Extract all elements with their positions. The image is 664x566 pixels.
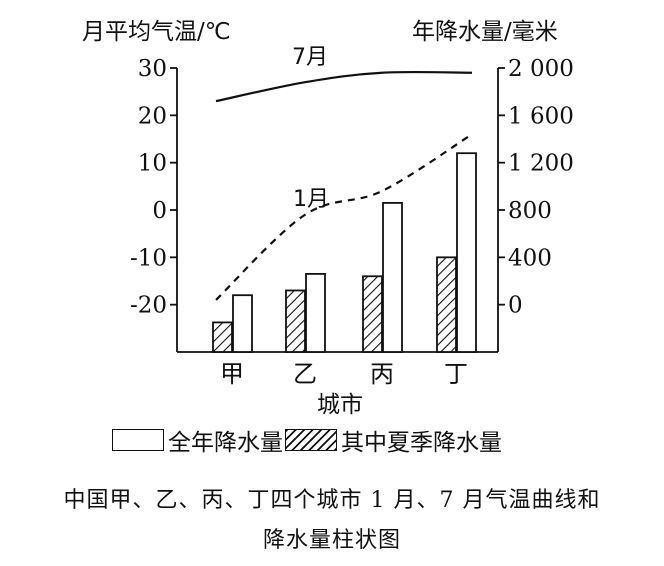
left-tick-label: 20 [138, 103, 167, 129]
right-tick-label: 400 [508, 245, 552, 271]
left-tick-label: 0 [152, 198, 167, 224]
legend-swatch-total [112, 429, 164, 451]
right-tick-label: 1 200 [508, 151, 574, 177]
bar-total-precip [305, 272, 326, 353]
line-jan-temperature [215, 133, 473, 301]
left-tick-label: 30 [138, 56, 167, 82]
left-tick-label: -10 [130, 245, 167, 271]
caption-line-2: 降水量柱状图 [262, 528, 401, 553]
right-tick-label: 800 [508, 198, 552, 224]
bar-summer-precip [362, 275, 383, 353]
x-axis-title: 城市 [317, 392, 363, 418]
bar-total-precip [382, 201, 403, 353]
left-axis-title: 月平均气温/℃ [82, 19, 231, 45]
legend-label-total: 全年降水量 [168, 430, 283, 456]
right-axis-title: 年降水量/毫米 [412, 19, 558, 45]
line-label-jan: 1月 [293, 187, 329, 212]
legend-swatch-summer [285, 429, 337, 451]
bar-summer-precip [212, 321, 233, 353]
x-tick-label: 丁 [444, 360, 468, 388]
legend-label-summer: 其中夏季降水量 [341, 430, 502, 456]
bar-summer-precip [285, 289, 306, 353]
right-tick-label: 0 [508, 293, 523, 319]
right-tick-label: 2 000 [508, 56, 574, 82]
bar-total-precip [232, 294, 253, 353]
x-tick-label: 乙 [293, 360, 317, 388]
bar-total-precip [456, 152, 477, 353]
x-tick-label: 甲 [220, 360, 244, 388]
line-label-jul: 7月 [292, 45, 328, 70]
line-jul-temperature [215, 70, 473, 103]
left-tick-label: 10 [138, 151, 167, 177]
right-tick-label: 1 600 [508, 103, 574, 129]
bar-summer-precip [436, 256, 457, 353]
caption-line-1: 中国甲、乙、丙、丁四个城市 1 月、7 月气温曲线和 [63, 488, 601, 513]
legend: 全年降水量 其中夏季降水量 [112, 424, 502, 456]
left-tick-label: -20 [130, 293, 167, 319]
x-tick-label: 丙 [370, 360, 394, 388]
